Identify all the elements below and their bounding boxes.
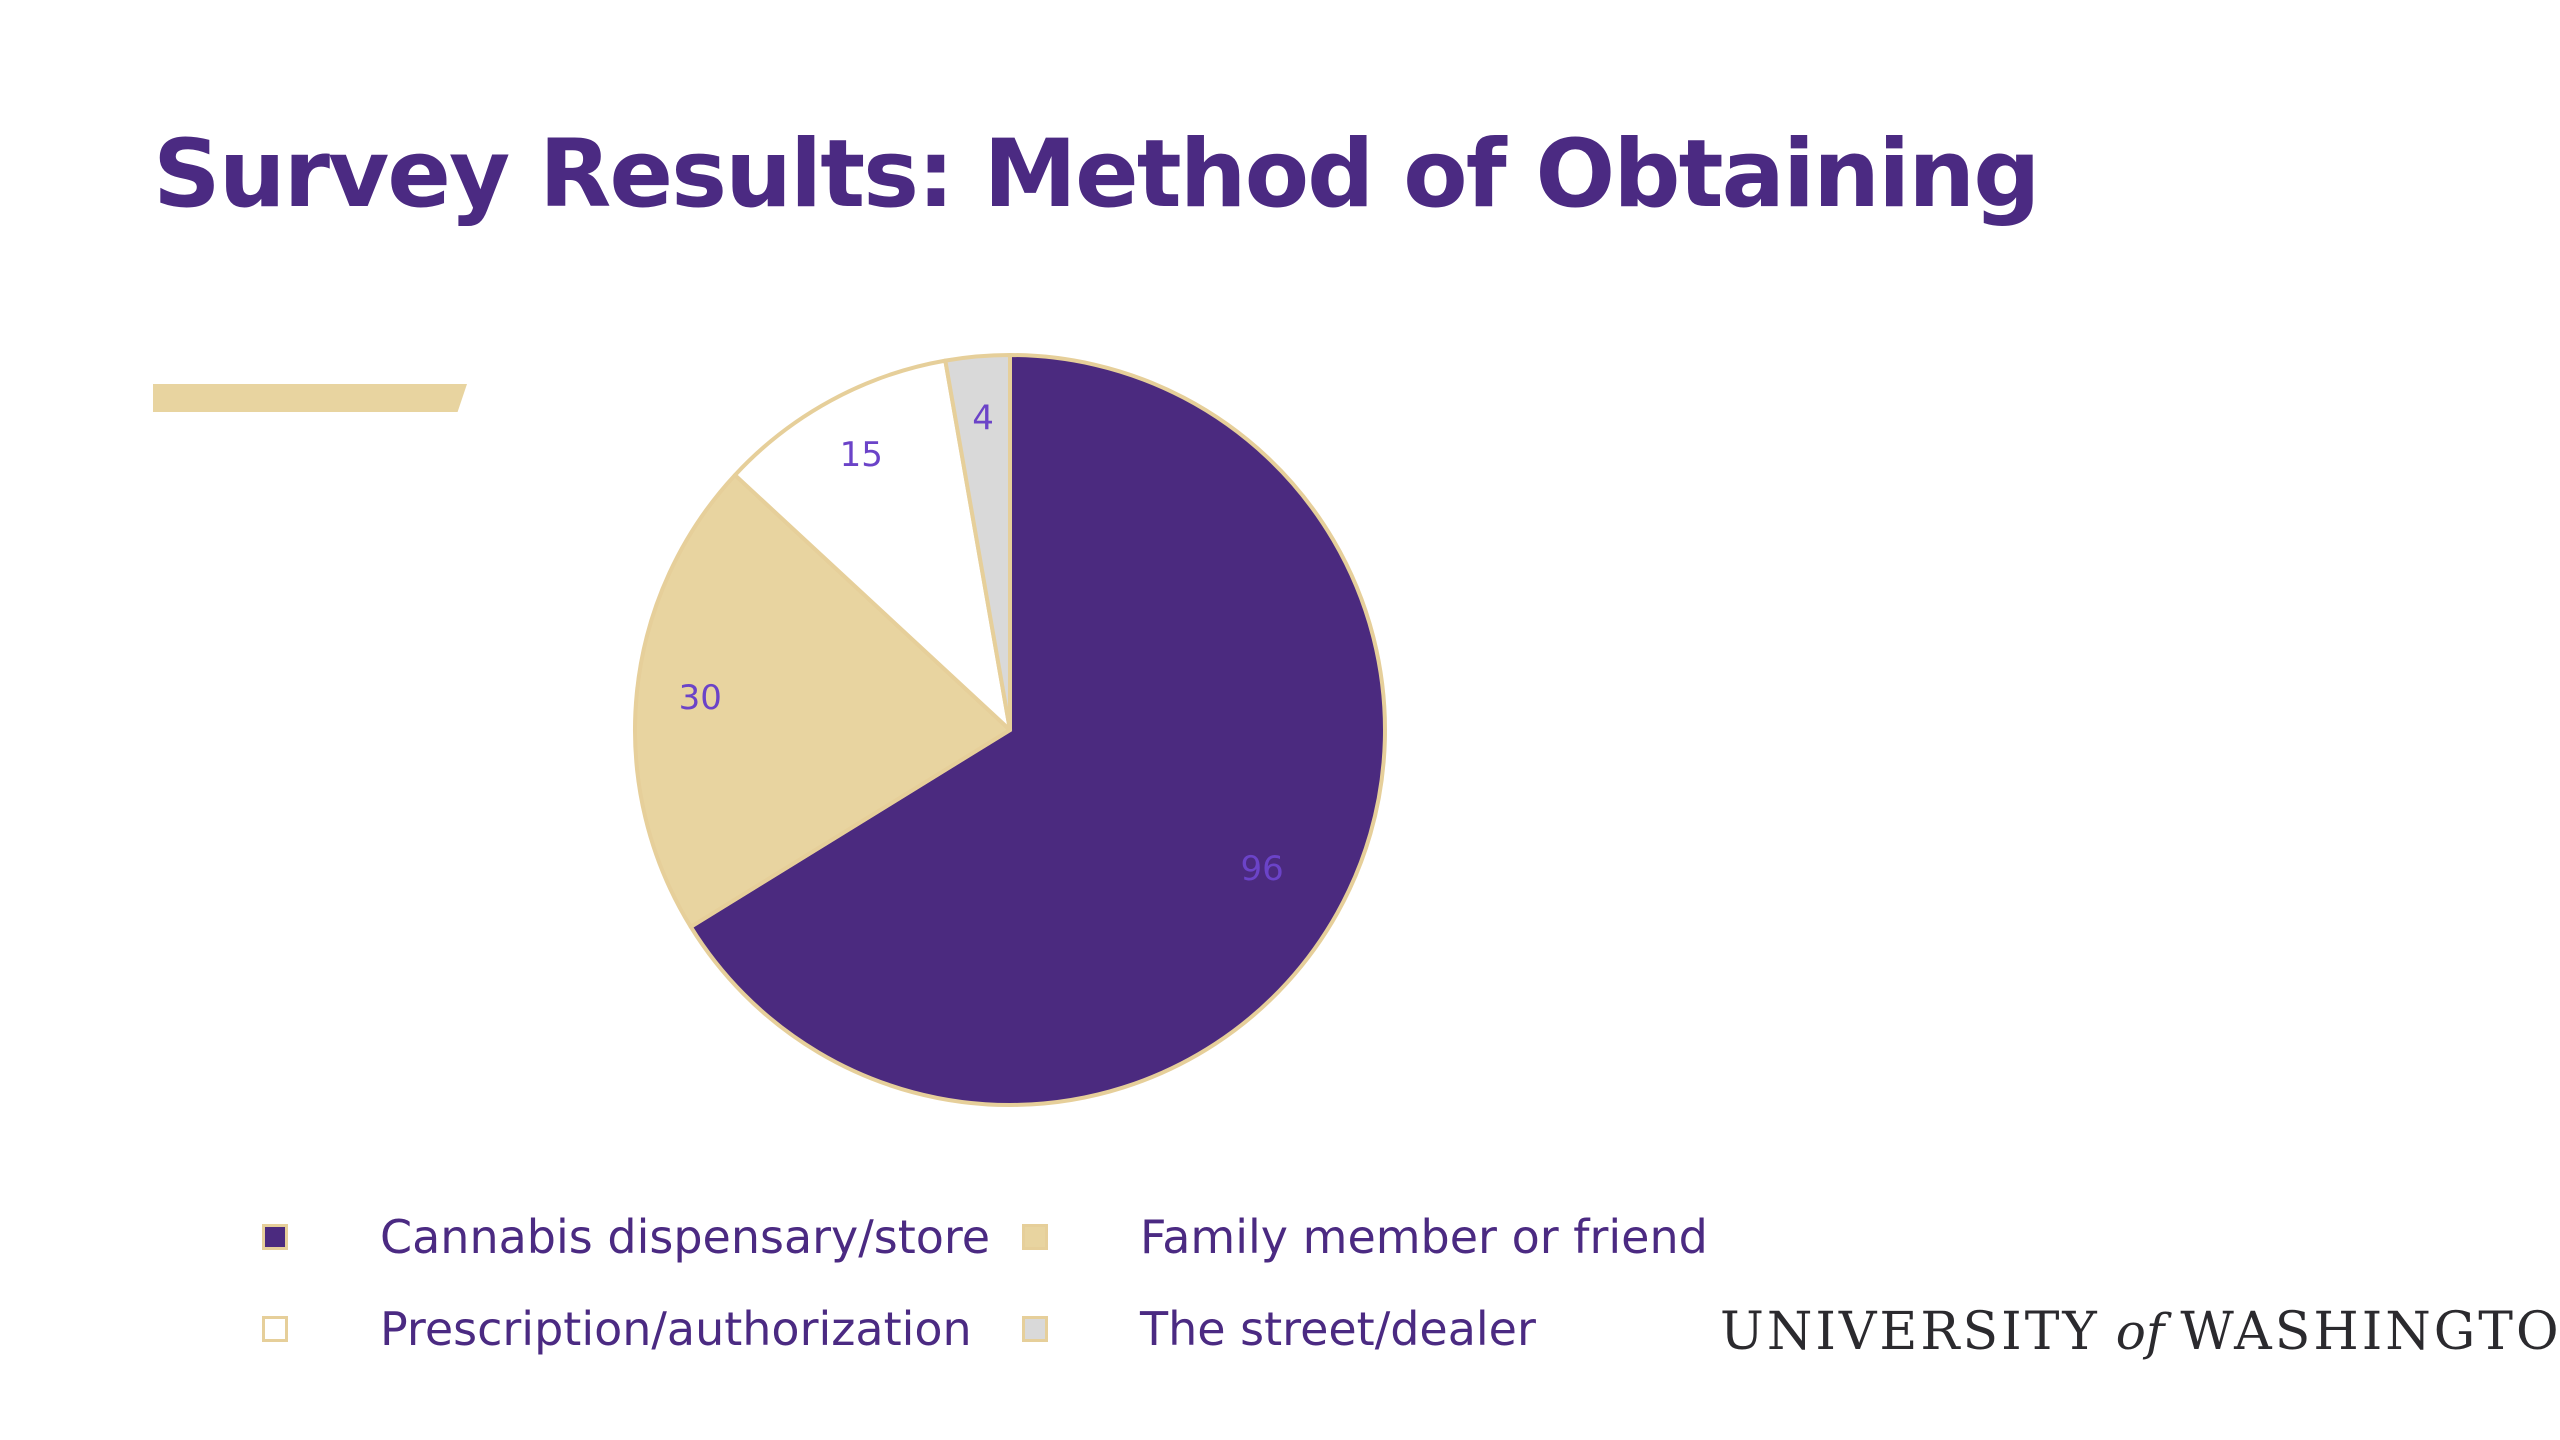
legend-item-dispensary: Cannabis dispensary/store: [262, 1210, 990, 1264]
university-logo: UNIVERSITY of WASHINGTON: [1720, 1302, 2560, 1362]
logo-word-university: UNIVERSITY: [1720, 1302, 2100, 1362]
legend-item-prescription: Prescription/authorization: [262, 1302, 972, 1356]
data-label: 4: [972, 398, 994, 438]
data-label: 96: [1240, 849, 1283, 889]
legend-swatch: [262, 1316, 288, 1342]
data-label: 15: [840, 435, 883, 475]
legend-swatch: [1022, 1224, 1048, 1250]
legend-label: Prescription/authorization: [380, 1302, 972, 1356]
logo-word-washington: WASHINGTON: [2180, 1302, 2560, 1362]
pie-slice-prescription-authorization: [732, 358, 1012, 732]
legend-swatch: [1022, 1316, 1048, 1342]
legend-label: Family member or friend: [1140, 1210, 1708, 1264]
chart-legend: Cannabis dispensary/store Family member …: [262, 1200, 1762, 1420]
legend-item-family: Family member or friend: [1022, 1210, 1708, 1264]
slide-title: Survey Results: Method of Obtaining: [153, 120, 2041, 229]
pie-slice-the-street-dealer: [943, 353, 1012, 732]
accent-bar: [153, 384, 467, 412]
pie-chart: 96 30 15 4: [633, 353, 1387, 1107]
pie-slice-family-member-or-friend: [633, 473, 1012, 929]
pie-slice-cannabis-dispensary-store: [688, 353, 1387, 1107]
legend-label: The street/dealer: [1140, 1302, 1536, 1356]
legend-item-street: The street/dealer: [1022, 1302, 1536, 1356]
logo-word-of: of: [2115, 1303, 2165, 1361]
legend-swatch: [262, 1224, 288, 1250]
data-label: 30: [679, 678, 722, 718]
legend-label: Cannabis dispensary/store: [380, 1210, 991, 1264]
